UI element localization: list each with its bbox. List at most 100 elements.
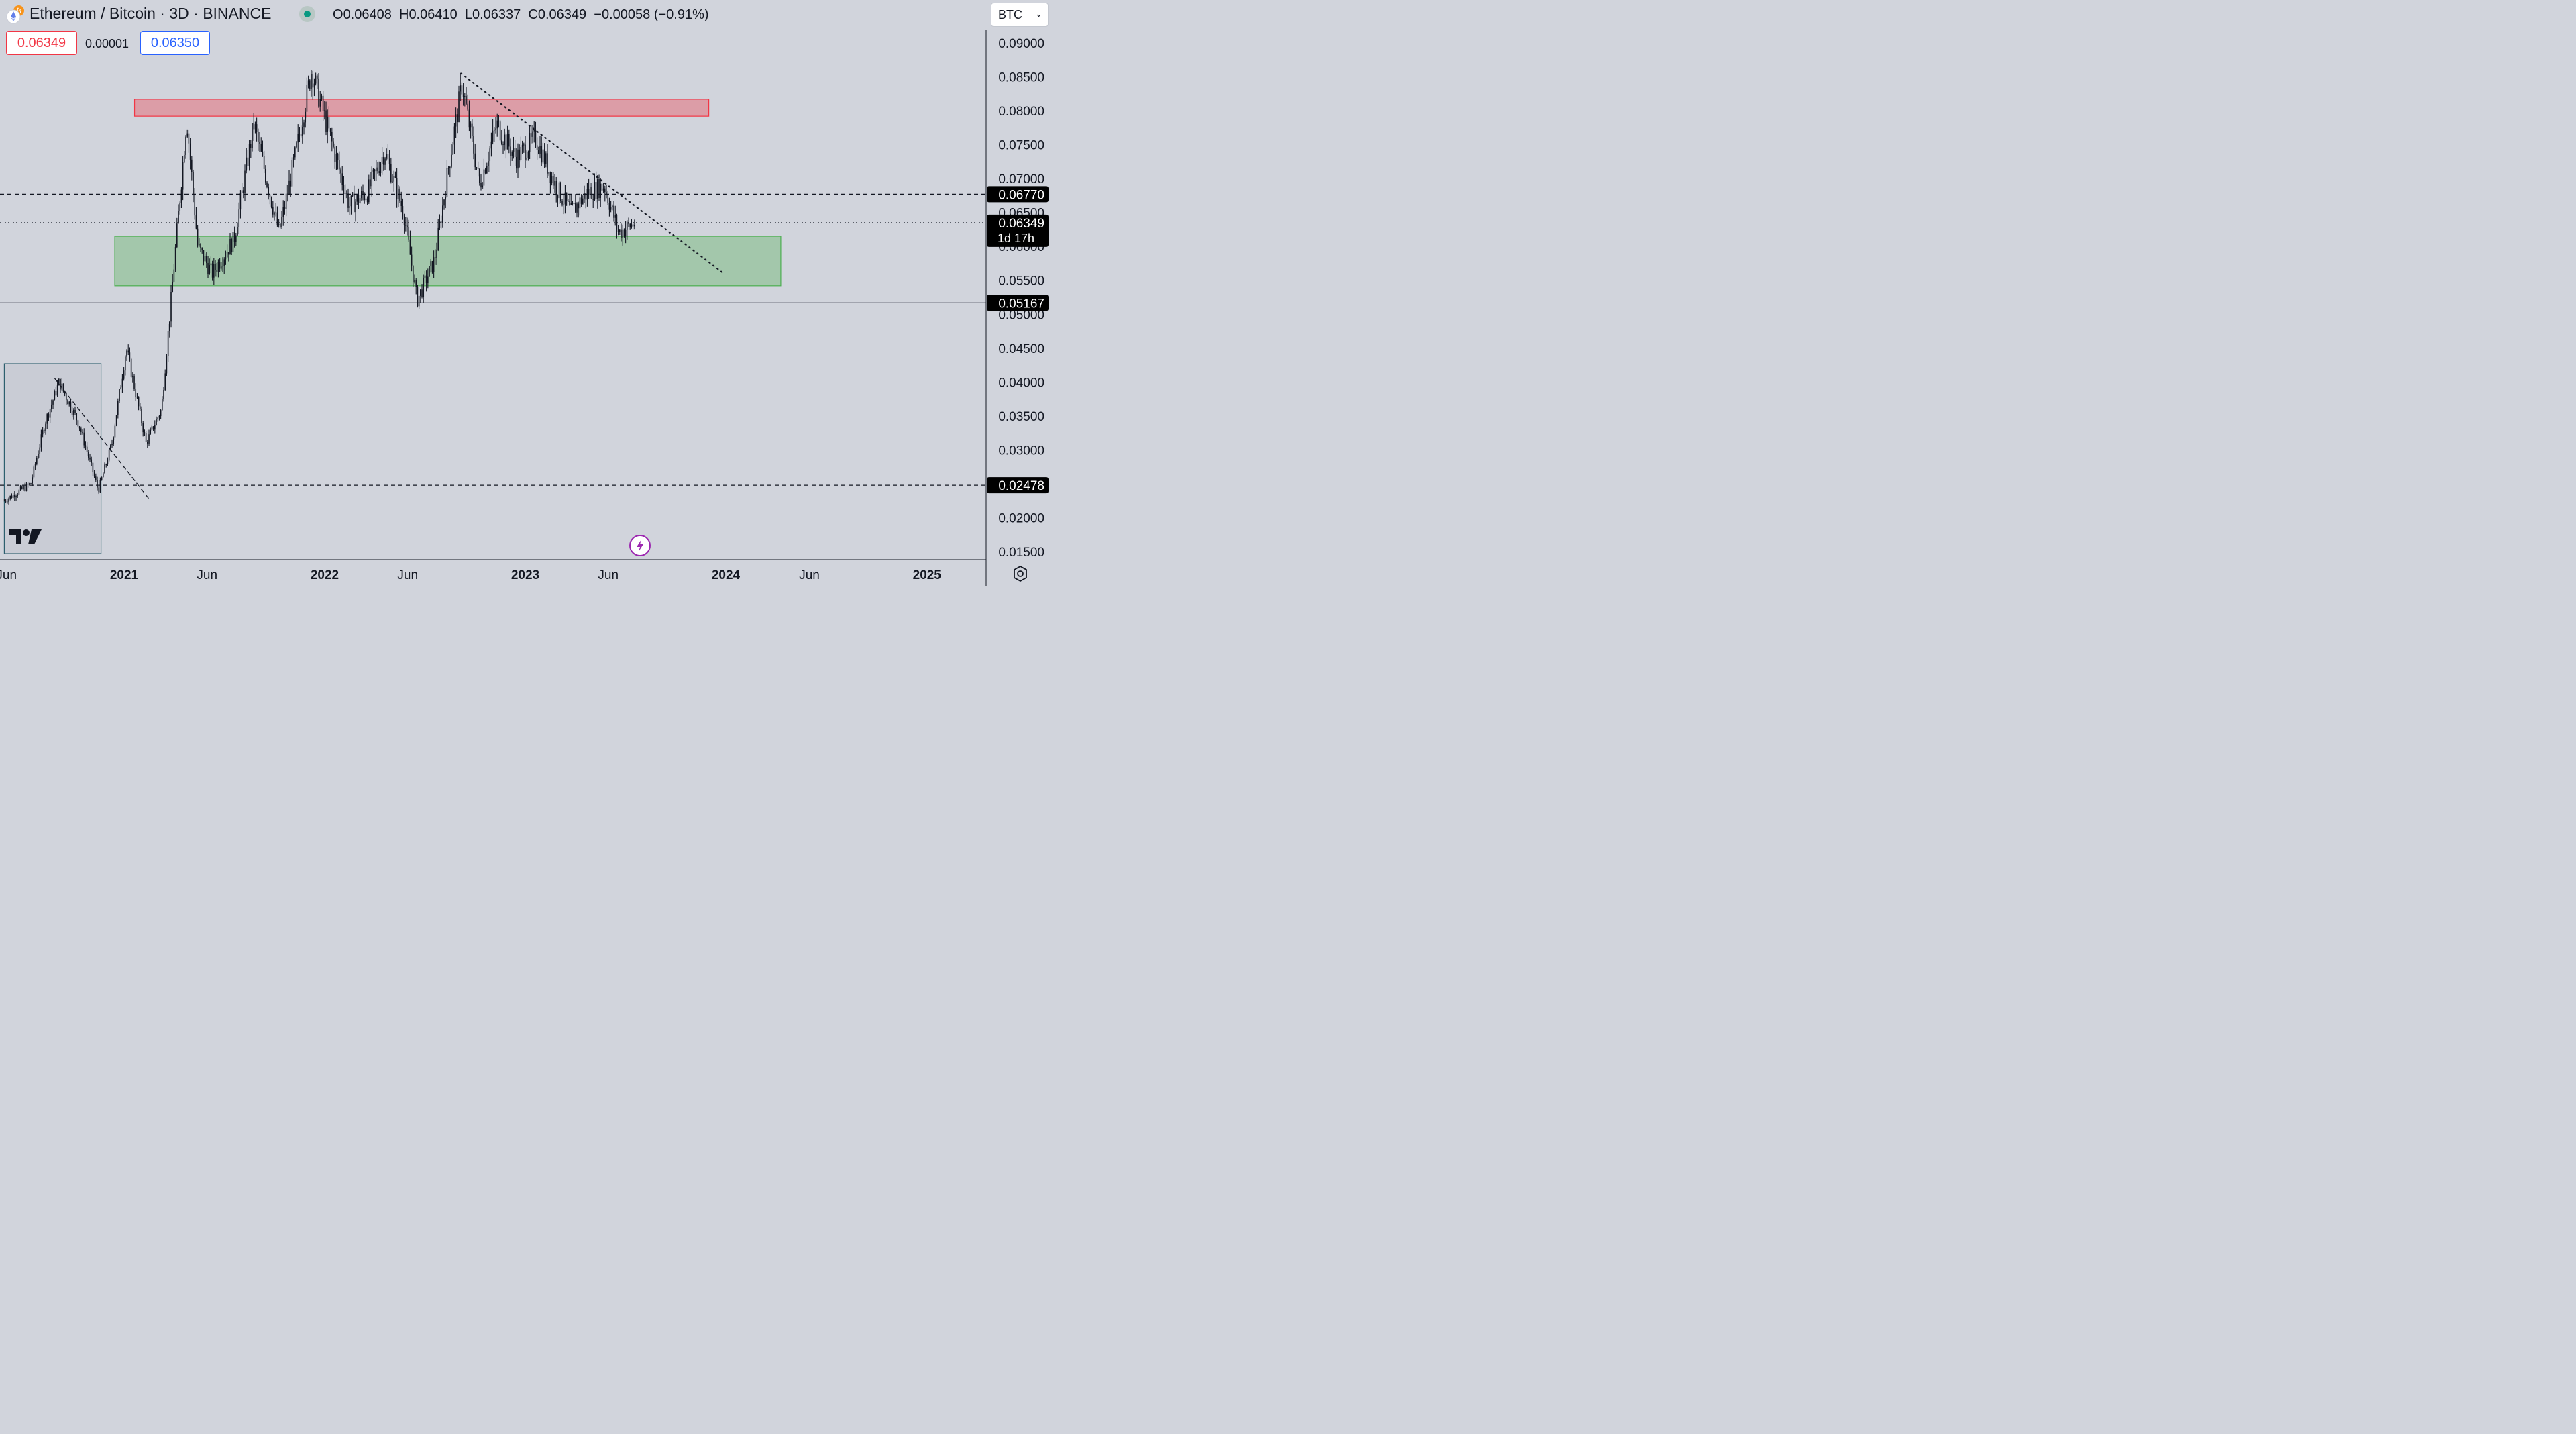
candle-body [558,182,560,199]
candle-body [461,85,463,95]
candle-body [329,128,331,132]
candle-body [561,201,563,205]
candle-body [343,185,345,194]
candle-body [188,133,190,144]
candle-body [170,292,172,322]
candle-body [281,217,282,227]
candle-body [472,123,473,136]
candle-body [427,276,429,283]
tradingview-logo[interactable] [8,527,43,546]
candle-body [40,434,42,448]
lightning-icon[interactable] [629,535,651,556]
candle-body [573,203,575,204]
candle-body [288,180,290,195]
candle-body [167,331,169,356]
candle-body [45,423,46,431]
ohlc-values: O0.06408 H0.06410 L0.06337 C0.06349 −0.0… [333,7,709,23]
candle-body [594,182,596,200]
candle-body [362,191,364,195]
candle-body [480,183,482,188]
candle-body [442,205,443,223]
candle-body [468,109,470,128]
candle-body [364,195,366,201]
candle-body [376,167,377,172]
candle-body [549,172,551,183]
candle-body [474,153,476,168]
candle-body [407,225,408,227]
candle-body [499,121,501,141]
candle-body [91,459,93,463]
candle-body [370,179,371,187]
candle-body [415,280,417,287]
candle-body [321,95,323,99]
candle-body [121,378,123,388]
market-status-icon [299,6,315,22]
candle-body [610,207,612,210]
price-chart[interactable]: 0.090000.085000.080000.075000.070000.065… [0,0,1052,586]
candle-body [566,192,568,201]
candle-body [429,266,430,277]
y-tick-label: 0.03000 [998,444,1044,458]
candle-body [533,129,535,132]
candle-body [203,250,205,262]
candle-body [141,409,142,423]
candle-body [125,356,126,371]
y-tick-label: 0.09000 [998,37,1044,51]
candle-body [424,275,426,278]
candle-body [243,190,244,193]
candle-body [54,391,56,401]
candle-body [536,145,538,150]
candle-body [46,414,48,424]
candle-body [628,222,629,224]
sell-button[interactable]: 0.06349 [6,31,77,55]
candle-body [253,123,255,130]
candle-body [25,483,28,491]
candle-body [584,193,585,199]
candle-body [67,400,68,405]
candle-body [545,153,547,164]
candle-body [92,462,94,473]
candle-body [470,123,472,128]
candle-body [280,223,281,227]
level-label: 0.05167 [998,297,1044,311]
candle-body [259,142,260,144]
trendline-0 [460,72,723,273]
symbol-title[interactable]: Ethereum / Bitcoin · 3D · BINANCE [30,5,272,22]
candle-body [133,376,135,389]
candle-body [231,238,233,252]
candle-body [437,227,439,250]
candle-body [608,203,610,210]
candle-body [70,401,72,411]
candle-body [173,269,175,282]
buy-button[interactable]: 0.06350 [140,31,210,55]
candle-body [506,134,508,150]
currency-select[interactable]: BTC ⌄ [991,3,1049,27]
candle-body [539,146,541,154]
candle-body [210,263,212,266]
candle-body [592,199,594,200]
gear-icon[interactable] [1012,565,1029,582]
candle-body [322,95,324,111]
candle-body [496,120,498,129]
candle-body [263,155,265,169]
candle-body [631,224,633,227]
candle-body [359,198,361,203]
candle-body [551,176,553,183]
low-label: L [464,7,472,22]
candle-body [27,483,29,485]
candle-body [74,409,76,413]
candle-body [557,195,559,199]
candle-body [355,201,356,213]
candle-body [578,203,580,209]
candle-body [157,417,159,419]
candle-body [517,149,519,169]
candle-body [223,259,225,266]
candle-body [195,215,197,229]
change-value: −0.00058 (−0.91%) [594,7,709,22]
candle-body [306,84,308,112]
level-label-bg [987,477,1049,494]
candle-body [42,429,44,435]
candle-body [595,182,597,199]
candle-body [228,252,229,255]
candle-body [423,278,425,297]
